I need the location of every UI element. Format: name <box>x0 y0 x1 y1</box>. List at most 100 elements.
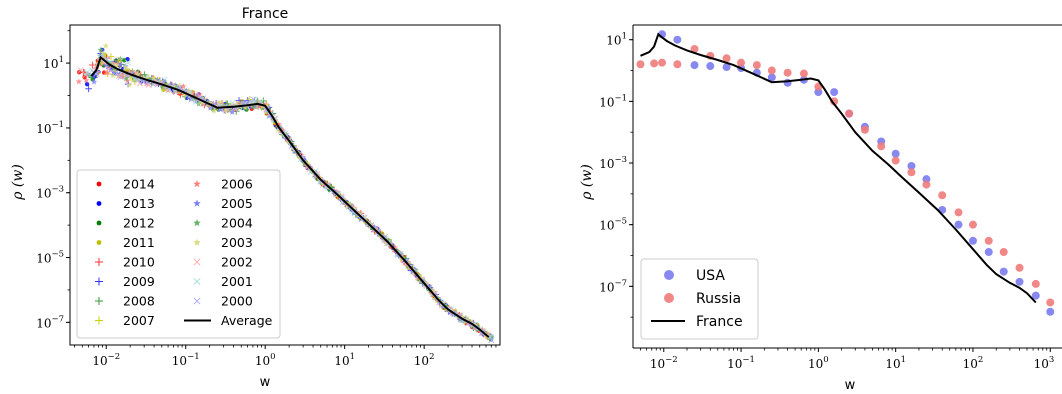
legend-marker-2005 <box>193 199 201 207</box>
series-2003-point <box>126 81 133 88</box>
right-y-tick-label: 10−7 <box>599 278 627 294</box>
series-2005-point <box>411 265 418 272</box>
right-x-tick-label: 100 <box>808 355 829 371</box>
series-2000-point <box>110 69 117 76</box>
legend-label-russia: Russia <box>696 291 741 307</box>
right-series-group <box>636 30 1055 316</box>
left-axes-frame <box>69 24 501 346</box>
legend-marker-2008 <box>95 297 103 305</box>
right-x-tick-label: 102 <box>963 355 984 371</box>
legend-label-2003: 2003 <box>221 235 253 250</box>
legend-label-2002: 2002 <box>221 255 253 270</box>
legend-label-2010: 2010 <box>123 255 155 270</box>
series-2003-point <box>109 72 117 79</box>
series-russia-point <box>922 180 931 189</box>
series-2003-point <box>102 42 110 49</box>
series-2003-point <box>150 74 157 81</box>
legend-marker-2011 <box>96 240 102 245</box>
legend-entry-average: Average <box>184 313 273 328</box>
legend-label-2012: 2012 <box>123 216 155 231</box>
legend-label-usa: USA <box>696 268 725 284</box>
series-usa-point <box>1046 307 1055 316</box>
series-2004-point <box>225 106 233 114</box>
series-2008-point <box>260 97 267 105</box>
left-x-tick-label: 100 <box>255 352 276 368</box>
legend-label-2009: 2009 <box>123 274 155 289</box>
series-usa-point <box>954 220 963 229</box>
legend-label-2000: 2000 <box>221 294 253 309</box>
series-2003-point <box>113 61 120 69</box>
right-y-axis-label: ρ (w) <box>579 164 595 201</box>
legend-entry-france: France <box>651 314 743 330</box>
series-2004-point <box>97 46 105 53</box>
legend-marker-2003 <box>193 238 201 246</box>
legend-entry-2013: 2013 <box>96 196 155 211</box>
series-2004-point <box>190 95 197 102</box>
series-usa-points <box>658 30 1055 316</box>
series-2006-point <box>75 78 83 85</box>
right-y-tick-label: 10−1 <box>599 93 627 109</box>
series-russia-point <box>1015 263 1024 272</box>
legend-entry-2014: 2014 <box>96 177 155 192</box>
series-2003-point <box>351 205 358 212</box>
series-2003-point <box>263 102 270 109</box>
series-2000-point <box>117 73 124 80</box>
average-line <box>90 55 490 338</box>
series-2005-point <box>456 316 464 323</box>
legend-marker-2009 <box>95 277 103 286</box>
series-2005-point <box>117 61 124 68</box>
series-2014-point <box>82 74 87 80</box>
series-russia-point <box>891 156 900 165</box>
series-russia-point <box>690 44 699 53</box>
series-2006-point <box>479 326 486 333</box>
legend-marker-2014 <box>96 181 102 187</box>
series-russia-point <box>845 109 854 118</box>
legend-entry-2007: 2007 <box>95 313 155 328</box>
series-2004-point <box>86 71 93 78</box>
series-russia-point <box>650 59 659 68</box>
series-usa-point <box>706 62 715 71</box>
series-russia-point <box>954 208 963 217</box>
right-x-axis-label: w <box>845 378 856 393</box>
series-2000-point <box>488 337 495 344</box>
series-2004-point <box>148 75 156 82</box>
left-y-tick-label: 10−7 <box>36 314 64 330</box>
series-usa-point <box>984 248 993 256</box>
series-2000-point <box>358 216 365 223</box>
legend-entry-2009: 2009 <box>95 274 155 289</box>
series-russia-point <box>767 66 776 75</box>
series-2004-point <box>117 55 124 62</box>
left-plot-area: 10−2 10−1 100 101 102 10−7 10−5 10−3 10−1 101 <box>36 24 501 368</box>
right-x-tick-label: 10−1 <box>727 355 755 371</box>
legend-label-2008: 2008 <box>123 294 155 309</box>
comparison-chart: w ρ (w) 10−2 10−1 100 101 102 103 10−7 10−5 10−3… <box>579 24 1062 393</box>
series-2005-point <box>322 182 329 189</box>
series-2001-point <box>124 59 132 66</box>
series-2000-point <box>426 284 433 291</box>
legend-marker-2002 <box>193 258 201 266</box>
series-2006-point <box>262 101 270 108</box>
series-russia-point <box>1046 298 1055 307</box>
series-usa-point <box>830 88 839 97</box>
legend-entry-2000: 2000 <box>193 294 253 309</box>
left-x-tick-label: 102 <box>414 352 435 368</box>
legend-entry-2006: 2006 <box>193 177 253 192</box>
series-2006-point <box>83 76 90 84</box>
series-2004-point <box>141 72 148 79</box>
series-usa-point <box>1015 277 1024 286</box>
series-russia-point <box>984 236 993 245</box>
right-y-tick-label: 101 <box>606 32 627 48</box>
series-2000-point <box>436 299 443 306</box>
legend-label-2013: 2013 <box>123 196 155 211</box>
right-y-tick-label: 10−3 <box>599 155 627 171</box>
series-russia-point <box>830 97 839 106</box>
series-2004-point <box>385 237 393 244</box>
series-2005-point <box>159 78 167 86</box>
series-2000-point <box>478 330 486 337</box>
series-2002-point <box>105 65 112 73</box>
series-2006-point <box>256 103 263 110</box>
legend-marker-2000 <box>193 297 201 305</box>
series-2003-point <box>210 107 218 114</box>
series-2003-point <box>215 98 223 105</box>
